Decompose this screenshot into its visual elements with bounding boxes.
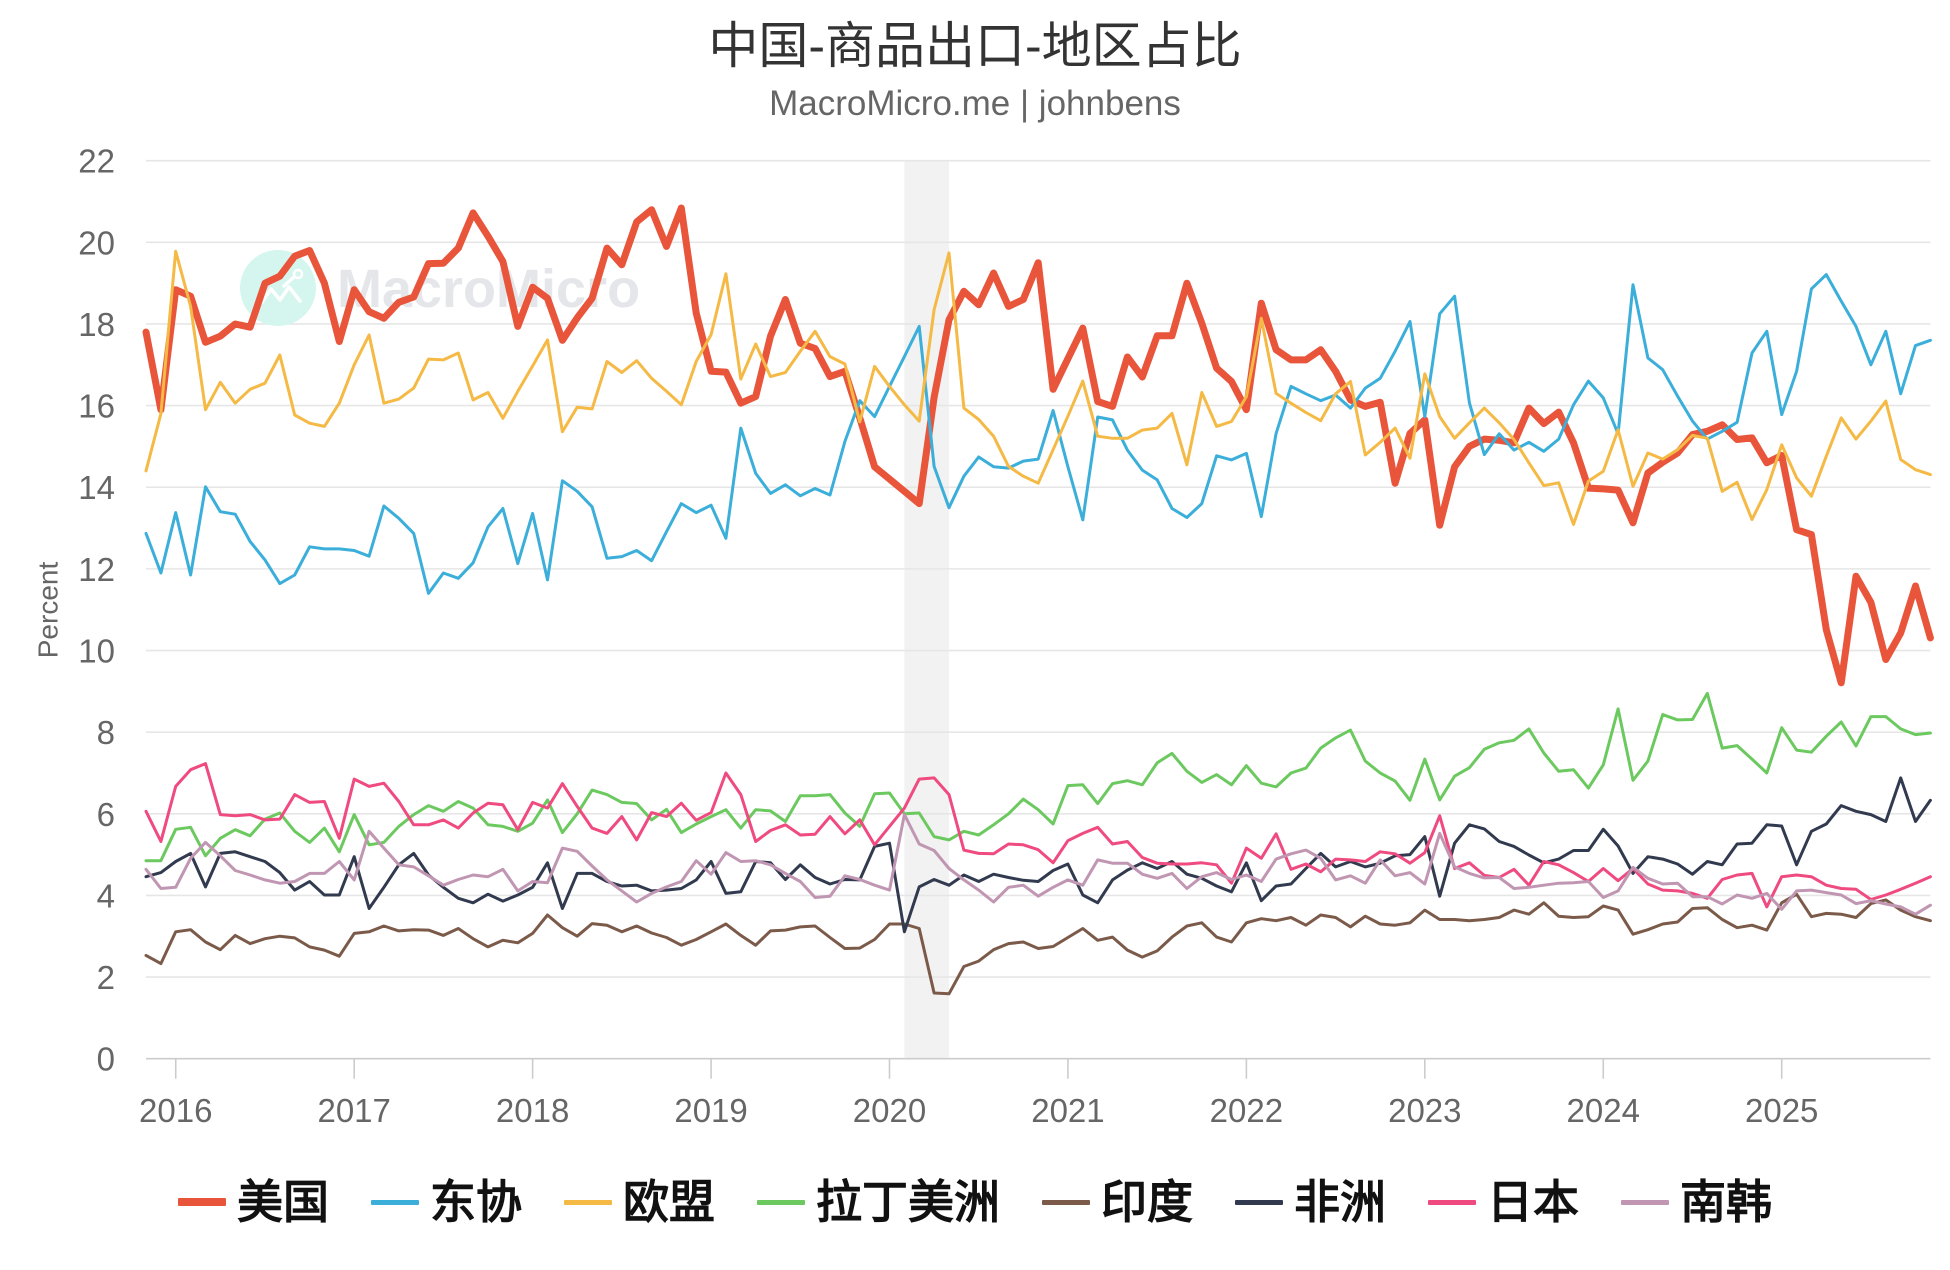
legend-label: 美国 [237, 1176, 329, 1228]
legend-swatch-icon [1621, 1199, 1669, 1205]
x-axis: 2016 2017 2018 2019 2020 2021 2022 2023 2024 2025 [139, 1058, 1818, 1129]
y-axis-label: 0 [97, 1041, 115, 1078]
legend: 美国 东协 欧盟 拉丁美洲 印度 非洲 日本 南韩 [0, 1174, 1950, 1230]
y-axis-label: 18 [78, 306, 115, 343]
x-axis-label: 2017 [317, 1092, 390, 1129]
y-axis-label: 12 [78, 551, 115, 588]
series-line-africa [144, 776, 1932, 934]
legend-swatch-icon [1042, 1199, 1090, 1205]
legend-label: 拉丁美洲 [816, 1176, 1000, 1228]
legend-item-eu[interactable]: 欧盟 [564, 1174, 715, 1230]
x-axis-label: 2019 [674, 1092, 747, 1129]
y-axis-label: 22 [78, 143, 115, 180]
legend-item-africa[interactable]: 非洲 [1235, 1174, 1386, 1230]
legend-label: 印度 [1101, 1176, 1193, 1228]
series-line-asean [144, 273, 1932, 595]
watermark: MacroMicro [240, 250, 640, 326]
y-axis-label: 2 [97, 959, 115, 996]
series-line-korea [144, 813, 1932, 916]
series-line-latam [144, 691, 1932, 863]
legend-label: 南韩 [1680, 1176, 1772, 1228]
shaded-region [904, 160, 949, 1059]
series-line-india [144, 892, 1932, 996]
y-axis-label: 20 [78, 224, 115, 261]
x-axis-label: 2018 [496, 1092, 569, 1129]
x-axis-label: 2021 [1031, 1092, 1104, 1129]
legend-item-us[interactable]: 美国 [178, 1174, 329, 1230]
x-axis-label: 2023 [1388, 1092, 1461, 1129]
y-axis-title: Percent [32, 562, 63, 659]
x-axis-label: 2016 [139, 1092, 212, 1129]
x-axis-label: 2022 [1210, 1092, 1283, 1129]
watermark-text: MacroMicro [337, 259, 640, 319]
legend-swatch-icon [757, 1199, 805, 1205]
recession-band [904, 160, 949, 1059]
legend-swatch-icon [371, 1199, 419, 1205]
x-axis-label: 2020 [853, 1092, 926, 1129]
y-axis-label: 14 [78, 469, 115, 506]
legend-item-japan[interactable]: 日本 [1428, 1174, 1579, 1230]
series-line-eu [144, 249, 1932, 526]
legend-swatch-icon [1235, 1199, 1283, 1205]
series-line-us [142, 204, 1934, 687]
legend-swatch-icon [1428, 1199, 1476, 1205]
legend-label: 日本 [1487, 1176, 1579, 1228]
y-axis-label: 10 [78, 633, 115, 670]
legend-swatch-icon [178, 1198, 226, 1206]
legend-item-asean[interactable]: 东协 [371, 1174, 522, 1230]
y-axis-label: 6 [97, 796, 115, 833]
chart-subtitle: MacroMicro.me | johnbens [769, 84, 1181, 123]
x-axis-label: 2025 [1745, 1092, 1818, 1129]
legend-label: 欧盟 [623, 1176, 715, 1228]
series-lines [142, 204, 1934, 996]
y-axis: 0 2 4 6 8 10 12 14 16 18 20 22 [78, 143, 115, 1078]
chart-title: 中国-商品出口-地区占比 [708, 18, 1242, 74]
y-axis-label: 8 [97, 714, 115, 751]
legend-item-korea[interactable]: 南韩 [1621, 1174, 1772, 1230]
x-axis-label: 2024 [1567, 1092, 1640, 1129]
y-axis-label: 16 [78, 388, 115, 425]
legend-swatch-icon [564, 1199, 612, 1205]
legend-item-india[interactable]: 印度 [1042, 1174, 1193, 1230]
legend-label: 非洲 [1294, 1176, 1386, 1228]
y-axis-label: 4 [97, 877, 115, 914]
legend-item-latam[interactable]: 拉丁美洲 [757, 1174, 1000, 1230]
legend-label: 东协 [430, 1176, 522, 1228]
